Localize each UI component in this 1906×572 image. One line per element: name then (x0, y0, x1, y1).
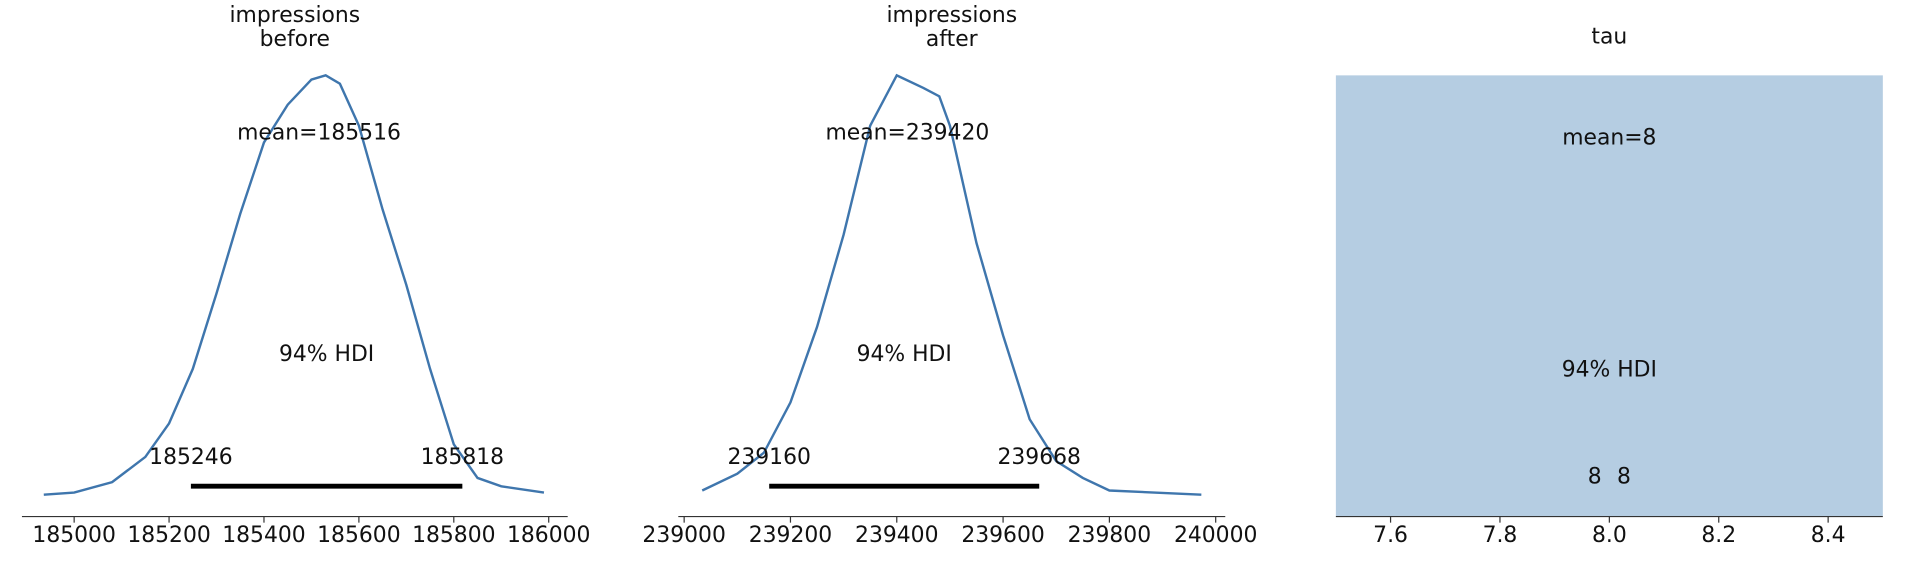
panel-title: tau (1591, 25, 1627, 50)
x-tick-label: 239600 (961, 523, 1044, 548)
x-tick-label: 185200 (127, 523, 210, 548)
x-tick-label: 185800 (412, 523, 495, 548)
x-tick-label: 185600 (317, 523, 400, 548)
histogram-bar (1335, 75, 1883, 517)
mean-label: mean=239420 (826, 121, 990, 146)
x-tick-label: 186000 (507, 523, 590, 548)
hdi-label: 94% HDI (279, 342, 374, 367)
x-tick-label: 239800 (1068, 523, 1151, 548)
x-tick-label: 239200 (749, 523, 832, 548)
panel-title: before (260, 27, 330, 52)
hdi-bound: 185246 (149, 445, 232, 470)
x-tick-label: 8.2 (1701, 523, 1736, 548)
hdi-bound: 8 (1588, 465, 1602, 490)
hdi-bound: 239668 (997, 445, 1080, 470)
x-tick-label: 8.0 (1592, 523, 1627, 548)
density-curve (701, 73, 1202, 496)
mean-label: mean=185516 (237, 121, 401, 146)
hdi-bound: 185818 (421, 445, 504, 470)
density-curve (43, 74, 545, 496)
hdi-bound: 8 (1617, 465, 1631, 490)
x-tick-label: 240000 (1174, 523, 1257, 548)
x-tick-label: 239400 (855, 523, 938, 548)
x-tick-label: 7.6 (1373, 523, 1408, 548)
hdi-label: 94% HDI (857, 342, 952, 367)
x-tick-label: 185400 (222, 523, 305, 548)
x-tick-label: 8.4 (1811, 523, 1846, 548)
panel-title: after (926, 27, 978, 52)
x-tick-label: 185000 (32, 523, 115, 548)
panel-title: impressions (886, 3, 1017, 28)
hdi-bound: 239160 (727, 445, 810, 470)
panel-title: impressions (229, 3, 360, 28)
x-tick-label: 239000 (642, 523, 725, 548)
x-tick-label: 7.8 (1483, 523, 1518, 548)
mean-label: mean=8 (1562, 126, 1656, 151)
hdi-label: 94% HDI (1562, 358, 1657, 383)
